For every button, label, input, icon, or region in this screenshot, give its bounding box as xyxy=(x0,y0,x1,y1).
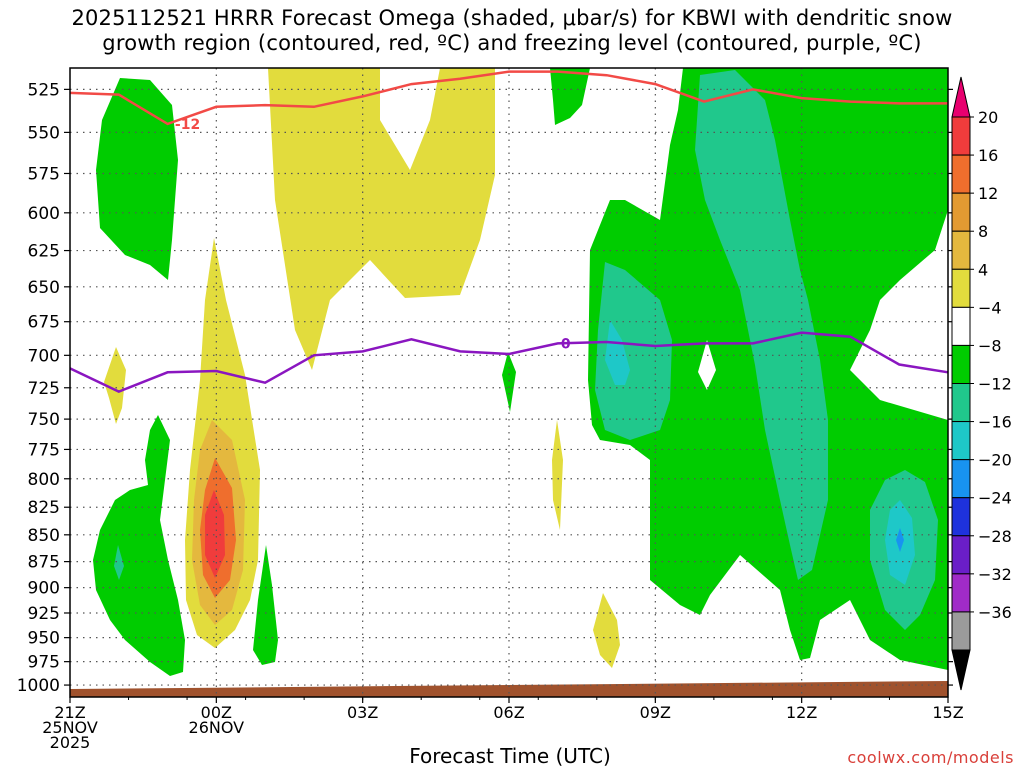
x-tick-label: 00Z xyxy=(201,703,232,722)
y-tick-label: 700 xyxy=(28,346,60,366)
colorbar-label: 12 xyxy=(978,184,998,203)
colorbar-box xyxy=(951,459,971,499)
y-tick-label: 575 xyxy=(28,164,60,184)
omega-region-upper-left-green xyxy=(96,78,178,280)
colorbar-box xyxy=(951,535,971,575)
colorbar-label: 4 xyxy=(978,260,988,279)
x-tick-label: 12Z xyxy=(786,703,817,722)
colorbar-label: −16 xyxy=(978,413,1012,432)
colorbar-box xyxy=(951,268,971,308)
colorbar-box xyxy=(951,116,971,156)
omega-region-small-yellow-08z xyxy=(593,593,620,668)
x-tick-label: 21Z xyxy=(54,703,85,722)
omega-region-small-yellow-07z xyxy=(552,420,563,530)
x-tick-label: 06Z xyxy=(493,703,524,722)
omega-region-lower-left-green xyxy=(93,415,185,676)
colorbar-box xyxy=(951,154,971,194)
ground-terrain xyxy=(70,681,948,697)
x-tick-label: 09Z xyxy=(640,703,671,722)
colorbar-label: 16 xyxy=(978,146,998,165)
colorbar-box xyxy=(951,421,971,461)
y-tick-label: 950 xyxy=(28,629,60,649)
x-tick-label: 2025 xyxy=(50,733,91,752)
y-tick-label: 750 xyxy=(28,410,60,430)
y-tick-label: 975 xyxy=(28,653,60,673)
dendritic-isotherm-line xyxy=(69,70,948,126)
colorbar-box xyxy=(951,306,971,346)
colorbar-label: −32 xyxy=(978,565,1012,584)
omega-region-small-green-01z xyxy=(253,545,278,665)
omega-region-small-yellow xyxy=(104,347,126,424)
colorbar-box xyxy=(951,383,971,423)
colorbar-label: −24 xyxy=(978,489,1012,508)
y-tick-label: 1000 xyxy=(17,676,60,696)
omega-region-mid-cyan xyxy=(605,320,630,385)
chart-title: 2025112521 HRRR Forecast Omega (shaded, … xyxy=(0,6,1024,56)
colorbar-top-arrow xyxy=(951,76,971,118)
omega-region-right-teal xyxy=(695,70,828,580)
dendritic-isotherm-label: -12 xyxy=(175,117,200,133)
y-tick-label: 850 xyxy=(28,526,60,546)
omega-region-upper-yellow xyxy=(268,68,495,370)
y-tick-label: 550 xyxy=(28,123,60,143)
colorbar-bottom-arrow xyxy=(951,649,971,691)
colorbar-box xyxy=(951,192,971,232)
y-tick-label: 675 xyxy=(28,313,60,333)
colorbar-label: −8 xyxy=(978,336,1002,355)
y-tick-label: 600 xyxy=(28,204,60,224)
colorbar-label: −36 xyxy=(978,603,1012,622)
colorbar-label: −28 xyxy=(978,527,1012,546)
x-tick-label: 15Z xyxy=(932,703,963,722)
colorbar-box xyxy=(951,497,971,537)
omega-region-mid-teal xyxy=(595,262,672,440)
y-tick-label: 525 xyxy=(28,80,60,100)
omega-region-small-green-06z xyxy=(502,352,516,412)
freezing-level-label: 0 xyxy=(561,336,571,352)
freezing-level-line xyxy=(69,331,949,393)
omega-shading xyxy=(93,68,948,676)
credit-text: coolwx.com/models xyxy=(847,748,1014,767)
omega-region-top-green xyxy=(550,68,590,125)
y-tick-label: 825 xyxy=(28,498,60,518)
y-tick-label: 625 xyxy=(28,242,60,262)
y-axis-labels: 525 550 575 600 625 650 675 700 725 750 775 800 825 8… xyxy=(17,80,60,696)
omega-region-lower-left-teal xyxy=(114,545,124,580)
colorbar-label: −12 xyxy=(978,375,1012,394)
chart-title-line1: 2025112521 HRRR Forecast Omega (shaded, … xyxy=(71,6,953,30)
y-tick-label: 650 xyxy=(28,278,60,298)
chart-title-line2: growth region (contoured, red, ºC) and f… xyxy=(102,31,922,55)
colorbar-label: −20 xyxy=(978,451,1012,470)
grid xyxy=(70,68,948,697)
x-axis-title: Forecast Time (UTC) xyxy=(409,744,611,768)
x-tick-label: 03Z xyxy=(347,703,378,722)
colorbar-label: 8 xyxy=(978,222,988,241)
colorbar: 20 16 12 8 4 −4 −8 −12 −16 −20 −24 −28 −32 −36 xyxy=(951,76,1012,691)
colorbar-label: −4 xyxy=(978,298,1002,317)
omega-region-column-red xyxy=(205,490,225,578)
y-tick-label: 875 xyxy=(28,553,60,573)
omega-region-lower-right-blue xyxy=(896,528,904,552)
colorbar-box xyxy=(951,344,971,384)
y-tick-label: 800 xyxy=(28,470,60,490)
colorbar-box xyxy=(951,611,971,651)
y-tick-label: 775 xyxy=(28,440,60,460)
contour-lines: -12 0 xyxy=(69,70,949,393)
x-tick-label: 25NOV xyxy=(42,718,98,737)
y-tick-label: 900 xyxy=(28,579,60,599)
x-tick-label: 26NOV xyxy=(189,718,245,737)
colorbar-box xyxy=(951,573,971,613)
omega-region-hole xyxy=(698,340,716,390)
y-tick-label: 725 xyxy=(28,379,60,399)
colorbar-box xyxy=(951,230,971,270)
colorbar-label: 20 xyxy=(978,108,998,127)
y-tick-label: 925 xyxy=(28,604,60,624)
